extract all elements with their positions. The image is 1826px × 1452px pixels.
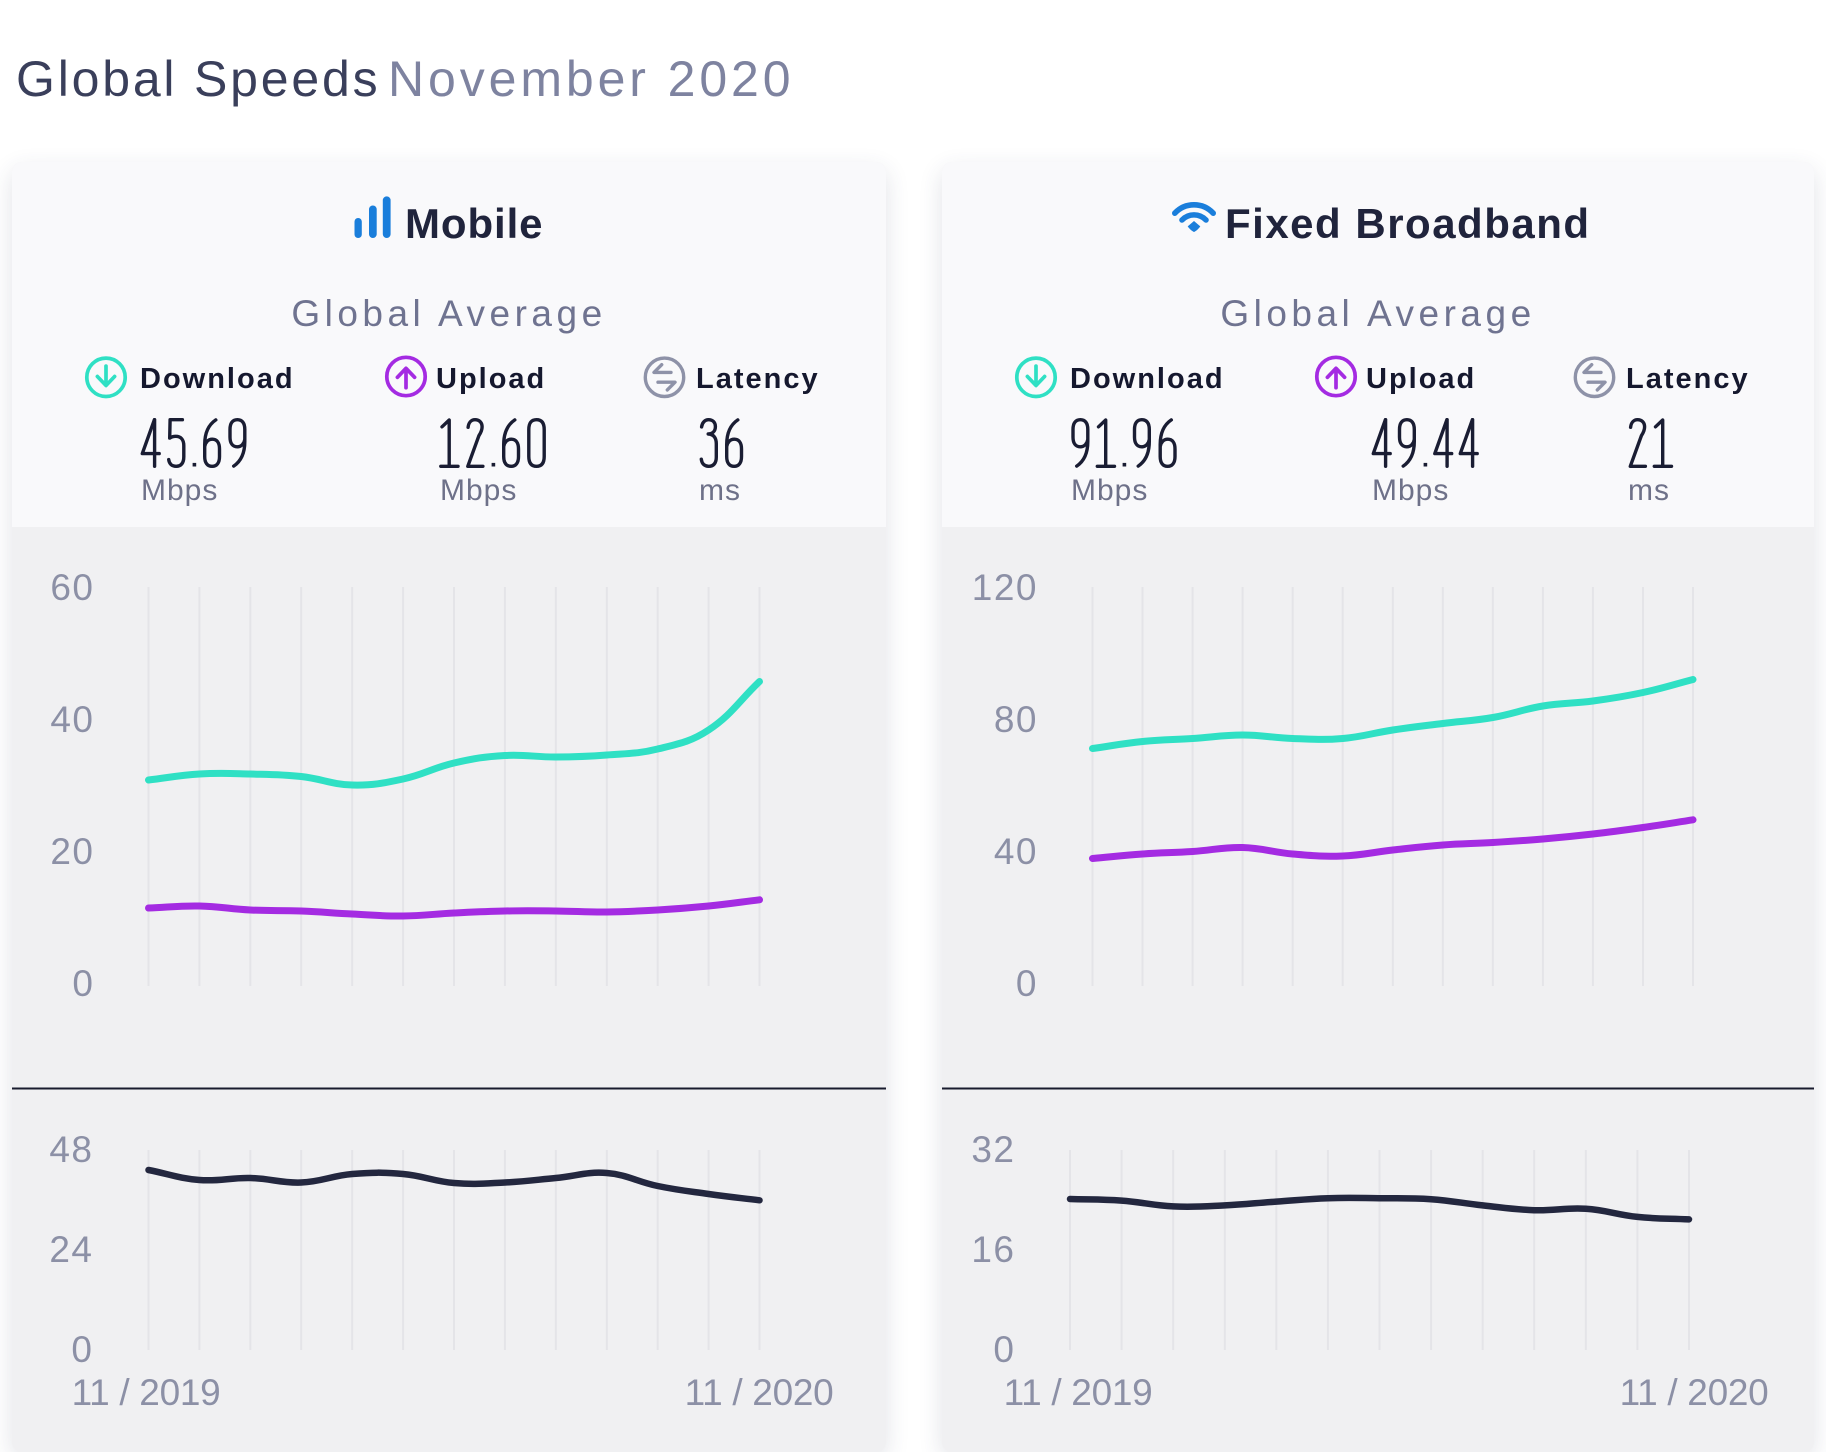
svg-text:20: 20: [50, 831, 94, 872]
svg-text:120: 120: [972, 567, 1038, 608]
svg-text:Latency: Latency: [696, 363, 820, 395]
svg-text:0: 0: [1016, 963, 1038, 1004]
svg-text:0: 0: [72, 963, 94, 1004]
svg-text:ms: ms: [699, 474, 741, 507]
svg-text:0: 0: [993, 1329, 1015, 1370]
svg-text:Mbps: Mbps: [1071, 474, 1148, 507]
svg-text:11 / 2019: 11 / 2019: [1004, 1372, 1153, 1413]
svg-text:40: 40: [50, 699, 94, 740]
svg-text:Mobile: Mobile: [405, 200, 543, 247]
svg-text:Download: Download: [140, 363, 295, 395]
svg-text:32: 32: [971, 1129, 1015, 1170]
svg-text:Latency: Latency: [1626, 363, 1750, 395]
svg-text:11 / 2020: 11 / 2020: [1620, 1372, 1769, 1413]
svg-text:Fixed Broadband: Fixed Broadband: [1225, 200, 1591, 247]
svg-text:11 / 2019: 11 / 2019: [72, 1372, 221, 1413]
svg-text:48: 48: [49, 1129, 93, 1170]
svg-text:Global Speeds: Global Speeds: [16, 51, 380, 107]
svg-text:60: 60: [50, 567, 94, 608]
svg-text:16: 16: [971, 1229, 1015, 1270]
svg-text:0: 0: [71, 1329, 93, 1370]
svg-text:80: 80: [994, 699, 1038, 740]
svg-text:ms: ms: [1628, 474, 1670, 507]
svg-text:11 / 2020: 11 / 2020: [685, 1372, 834, 1413]
svg-text:Global Average: Global Average: [291, 293, 606, 334]
svg-text:Download: Download: [1070, 363, 1225, 395]
svg-text:40: 40: [994, 831, 1038, 872]
svg-text:Mbps: Mbps: [1372, 474, 1449, 507]
svg-text:24: 24: [49, 1229, 93, 1270]
svg-text:Upload: Upload: [436, 363, 546, 395]
svg-text:Mbps: Mbps: [440, 474, 517, 507]
svg-text:Mbps: Mbps: [141, 474, 218, 507]
svg-text:Global Average: Global Average: [1220, 293, 1535, 334]
svg-text:November 2020: November 2020: [388, 51, 794, 107]
svg-text:Upload: Upload: [1366, 363, 1476, 395]
